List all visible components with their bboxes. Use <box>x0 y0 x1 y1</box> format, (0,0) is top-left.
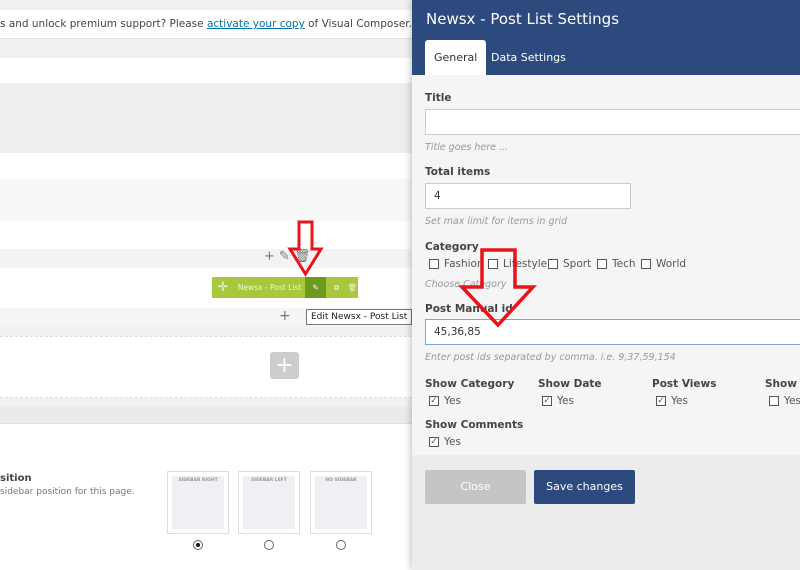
clone-button[interactable]: ⧉ <box>333 282 340 292</box>
title-input[interactable] <box>425 109 800 135</box>
delete-button[interactable]: 🗑 <box>347 283 358 292</box>
category-sport[interactable]: Sport <box>548 258 591 270</box>
tab-data-settings[interactable]: Data Settings <box>491 51 566 64</box>
row <box>0 153 412 179</box>
close-button[interactable]: Close <box>425 470 526 504</box>
category-tech[interactable]: Tech <box>597 258 636 270</box>
total-items-input[interactable]: 4 <box>425 183 631 209</box>
license-notice: s and unlock premium support? Please act… <box>0 10 412 39</box>
sidebar-left-option[interactable]: SIDEBAR LEFT <box>238 471 300 556</box>
sidebar-right-option[interactable]: SIDEBAR RIGHT <box>167 471 229 556</box>
show-comments-checkbox[interactable]: ✓ Yes <box>429 436 461 448</box>
panel-header: Newsx - Post List Settings General Data … <box>412 0 800 75</box>
add-element-button[interactable]: + <box>270 352 299 379</box>
red-arrow-icon <box>457 248 537 328</box>
add-icon[interactable]: + <box>279 308 291 324</box>
show-category-checkbox[interactable]: ✓ Yes <box>429 395 461 407</box>
post-views-checkbox[interactable]: ✓ Yes <box>656 395 688 407</box>
category-world[interactable]: World <box>641 258 686 270</box>
row <box>0 407 412 423</box>
panel-footer: Close Save changes <box>412 455 800 570</box>
element-controls: ✛ Newsx - Post List ✎ ⧉ 🗑 <box>212 277 358 298</box>
add-icon[interactable]: + ✎ 🗑 <box>264 249 311 264</box>
empty-row <box>0 336 412 398</box>
show-author-checkbox[interactable]: Yes <box>769 395 800 407</box>
tab-general[interactable]: General <box>425 40 487 75</box>
show-date-checkbox[interactable]: ✓ Yes <box>542 395 574 407</box>
move-icon[interactable]: ✛ <box>217 280 229 295</box>
activate-link[interactable]: activate your copy <box>206 18 305 30</box>
row-controls: + ✎ 🗑 <box>0 249 412 268</box>
post-manual-id-input[interactable]: 45,36,85 <box>425 319 800 345</box>
settings-panel: Newsx - Post List Settings General Data … <box>412 0 800 570</box>
element-label: Newsx - Post List <box>237 283 302 292</box>
row <box>0 221 412 249</box>
row <box>0 179 412 221</box>
category-fashion[interactable]: Fashion <box>429 258 484 270</box>
panel-title: Newsx - Post List Settings <box>426 10 620 28</box>
no-sidebar-option[interactable]: NO SIDEBAR <box>310 471 372 556</box>
tooltip: Edit Newsx - Post List <box>306 309 413 325</box>
red-arrow-icon <box>287 220 324 277</box>
row <box>0 58 412 83</box>
row <box>0 83 412 153</box>
save-changes-button[interactable]: Save changes <box>534 470 635 504</box>
edit-button[interactable]: ✎ <box>305 277 326 298</box>
